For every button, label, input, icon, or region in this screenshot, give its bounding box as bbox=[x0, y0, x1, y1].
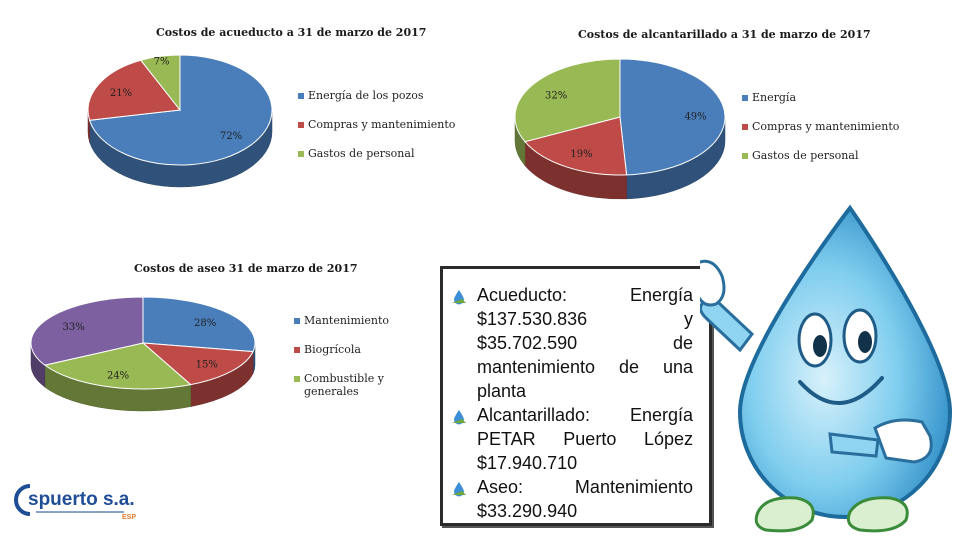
pie-chart-alcantarillado: 49% 19% 32% bbox=[514, 58, 726, 200]
cost-summary-card: Acueducto: Energía $137.530.836 y $35.70… bbox=[440, 266, 712, 526]
legend-entry: Biogrícola bbox=[294, 343, 404, 356]
pie-slice-1 bbox=[524, 116, 628, 176]
pie-data-label: 7% bbox=[154, 57, 170, 68]
legend-entry: Energía bbox=[742, 91, 899, 104]
pie-data-label: 32% bbox=[545, 91, 567, 102]
summary-item-alcantarillado: Alcantarillado: Energía PETAR Puerto Lóp… bbox=[451, 403, 693, 475]
legend-entry: Compras y mantenimiento bbox=[742, 120, 899, 133]
logo-text: spuerto s.a. bbox=[28, 489, 135, 510]
legend-label: Energía bbox=[752, 91, 796, 104]
pie-slice-2 bbox=[139, 54, 181, 112]
legend-label: Biogrícola bbox=[304, 343, 361, 356]
summary-text-aseo: Aseo: Mantenimiento $33.290.940 bbox=[477, 477, 693, 521]
chart-title-aseo: Costos de aseo 31 de marzo de 2017 bbox=[134, 262, 358, 275]
summary-text-alcantarillado: Alcantarillado: Energía PETAR Puerto Lóp… bbox=[477, 405, 693, 473]
chart-title-alcantarillado: Costos de alcantarillado a 31 de marzo d… bbox=[578, 28, 871, 41]
legend-label: Mantenimiento bbox=[304, 314, 390, 327]
legend-entry: Gastos de personal bbox=[298, 147, 455, 160]
cost-summary-list: Acueducto: Energía $137.530.836 y $35.70… bbox=[451, 283, 693, 523]
pie-chart-acueducto: 72% 21% 7% bbox=[87, 54, 273, 188]
legend-swatch bbox=[294, 318, 300, 324]
pie-slice-0 bbox=[619, 58, 726, 176]
legend-swatch bbox=[298, 151, 304, 157]
legend-label: Combustible y generales bbox=[304, 372, 384, 398]
pie-slice-2 bbox=[514, 58, 621, 143]
legend-aseo: Mantenimiento Biogrícola Combustible y gen… bbox=[294, 314, 404, 414]
legend-label: Gastos de personal bbox=[752, 149, 859, 162]
legend-swatch bbox=[298, 93, 304, 99]
legend-swatch bbox=[742, 95, 748, 101]
legend-label: Compras y mantenimiento bbox=[308, 118, 456, 131]
pie-data-label: 72% bbox=[220, 131, 242, 142]
logo-suffix: ESP bbox=[122, 514, 136, 521]
pie-slice-2 bbox=[43, 342, 192, 390]
pie-slice-3 bbox=[30, 296, 144, 366]
legend-entry: Energía de los pozos bbox=[298, 89, 455, 102]
summary-item-aseo: Aseo: Mantenimiento $33.290.940 bbox=[451, 475, 693, 523]
legend-acueducto: Energía de los pozos Compras y mantenimie… bbox=[298, 89, 455, 176]
water-drop-icon bbox=[451, 407, 467, 431]
legend-entry: Combustible y generales bbox=[294, 372, 404, 398]
water-drop-icon bbox=[451, 287, 467, 311]
legend-swatch bbox=[294, 347, 300, 353]
legend-label: Gastos de personal bbox=[308, 147, 415, 160]
legend-swatch bbox=[294, 376, 300, 382]
water-drop-mascot bbox=[700, 204, 953, 533]
legend-label: Energía de los pozos bbox=[308, 89, 424, 102]
pie-data-label: 24% bbox=[107, 370, 129, 381]
water-drop-icon bbox=[451, 479, 467, 503]
legend-swatch bbox=[742, 153, 748, 159]
pie-data-label: 49% bbox=[684, 112, 706, 123]
pie-chart-aseo: 28% 15% 24% 33% bbox=[30, 296, 256, 412]
pie-slice-0 bbox=[142, 296, 256, 353]
legend-entry: Mantenimiento bbox=[294, 314, 404, 327]
pie-data-label: 15% bbox=[196, 359, 218, 370]
legend-alcantarillado: Energía Compras y mantenimiento Gastos de … bbox=[742, 91, 899, 178]
pie-slice-1 bbox=[87, 59, 181, 121]
pie-slice-0 bbox=[88, 54, 273, 166]
legend-label: Compras y mantenimiento bbox=[752, 120, 900, 133]
summary-text-acueducto: Acueducto: Energía $137.530.836 y $35.70… bbox=[477, 285, 693, 401]
legend-swatch bbox=[742, 124, 748, 130]
pie-data-label: 33% bbox=[62, 322, 84, 333]
legend-entry: Gastos de personal bbox=[742, 149, 899, 162]
chart-title-acueducto: Costos de acueducto a 31 de marzo de 201… bbox=[156, 26, 427, 39]
pie-slice-1 bbox=[141, 342, 254, 386]
pie-data-label: 21% bbox=[110, 88, 132, 99]
legend-swatch bbox=[298, 122, 304, 128]
pie-data-label: 28% bbox=[194, 318, 216, 329]
legend-entry: Compras y mantenimiento bbox=[298, 118, 455, 131]
summary-item-acueducto: Acueducto: Energía $137.530.836 y $35.70… bbox=[451, 283, 693, 403]
company-logo: spuerto s.a. ESP bbox=[14, 484, 136, 521]
pie-data-label: 19% bbox=[570, 149, 592, 160]
